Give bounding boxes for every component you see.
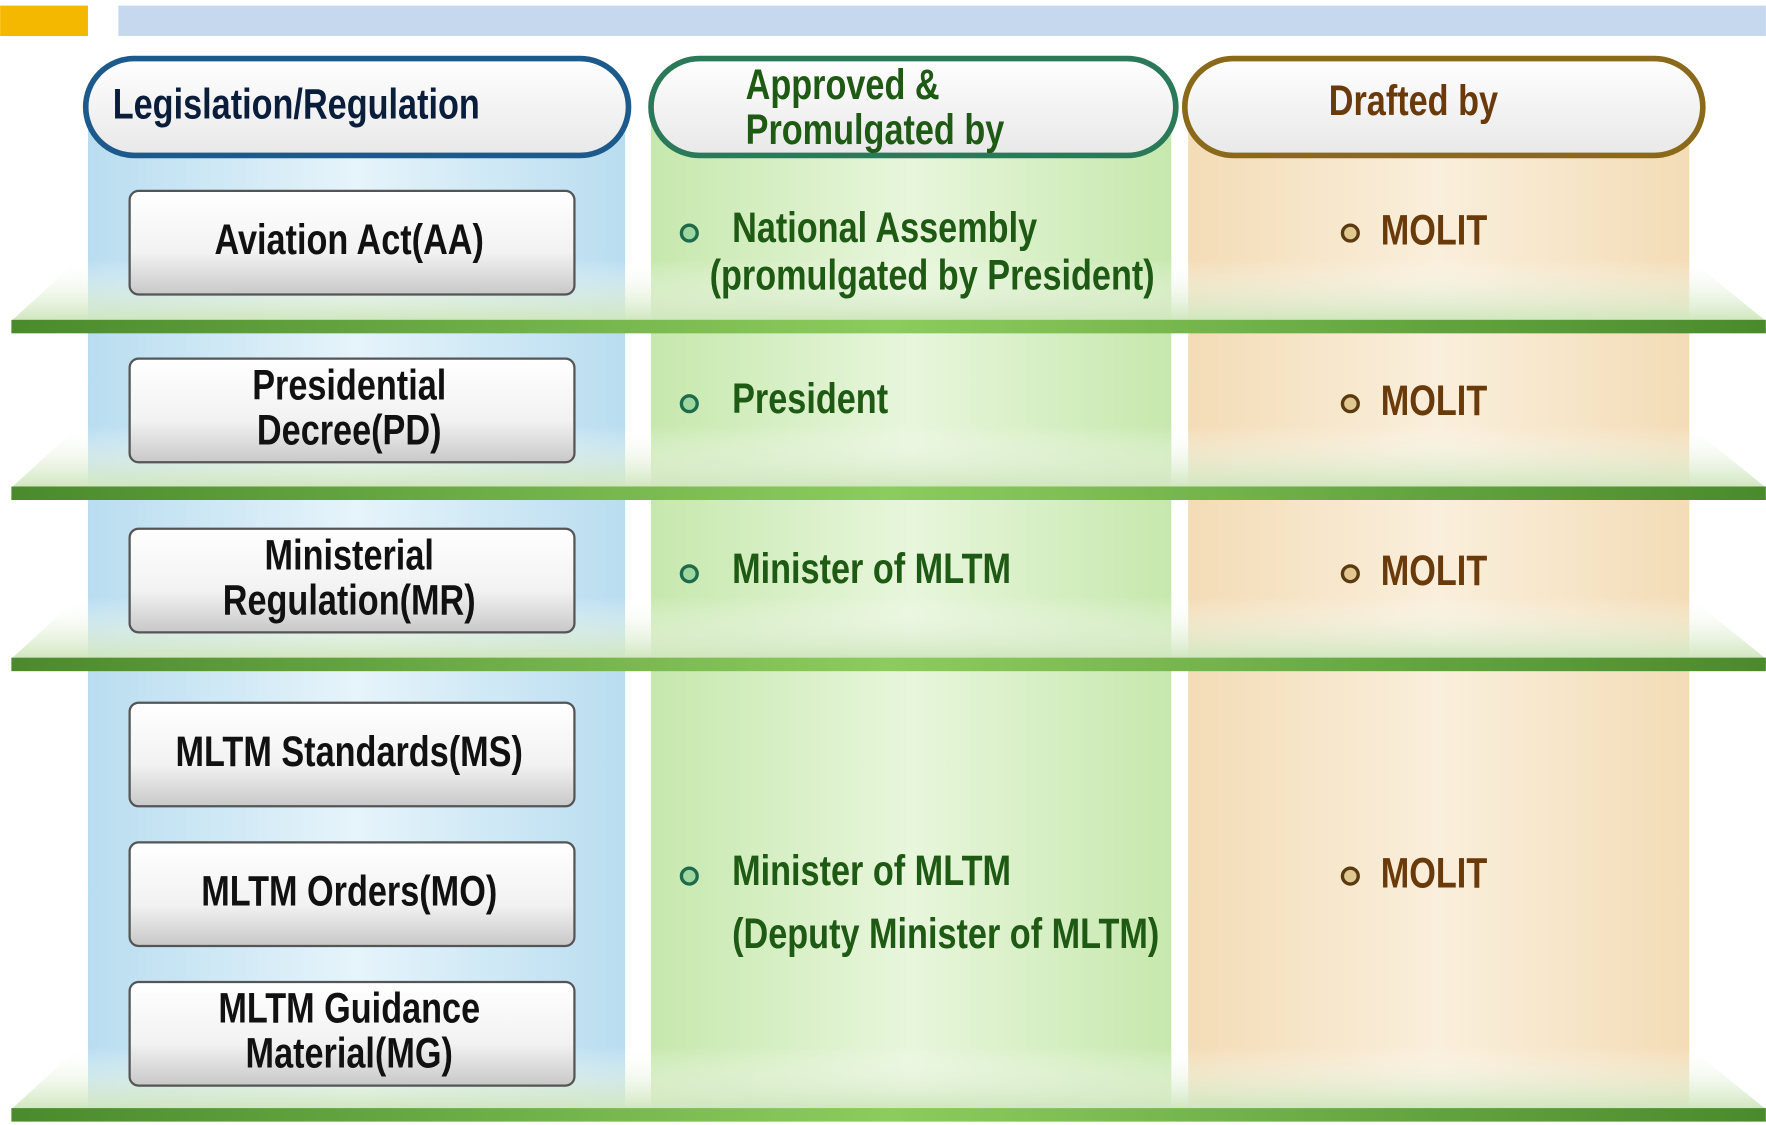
item-text: Ministerial — [265, 532, 434, 579]
bullet — [1340, 223, 1360, 243]
bullet — [679, 223, 699, 243]
approved-text: National Assembly — [732, 205, 1037, 252]
item-box — [128, 980, 576, 1087]
header-pill — [648, 55, 1179, 159]
item-box — [128, 701, 576, 808]
item-text: MLTM Orders(MO) — [201, 868, 497, 915]
shelf-bar — [11, 657, 1766, 672]
accent-bar — [0, 5, 88, 37]
item-box — [128, 527, 576, 634]
drafted-text: MOLIT — [1381, 207, 1488, 254]
item-box — [128, 189, 576, 296]
top-bar — [118, 5, 1766, 37]
approved-text: (Deputy Minister of MLTM) — [732, 911, 1159, 958]
item-text: Decree(PD) — [257, 407, 442, 454]
item-box — [128, 357, 576, 464]
approved-text: Minister of MLTM — [732, 848, 1011, 895]
item-box — [128, 841, 576, 948]
shelf-bar — [11, 319, 1766, 334]
header-text: Drafted by — [1329, 77, 1499, 124]
item-text: Regulation(MR) — [223, 577, 476, 624]
drafted-text: MOLIT — [1381, 548, 1488, 595]
drafted-text: MOLIT — [1381, 850, 1488, 897]
item-text: Aviation Act(AA) — [215, 216, 484, 263]
header-pill — [1181, 55, 1706, 159]
bullet — [1340, 564, 1360, 584]
approved-text: Minister of MLTM — [732, 545, 1011, 592]
approved-text: (promulgated by President) — [710, 252, 1155, 299]
header-text: Legislation/Regulation — [113, 81, 480, 128]
drafted-text: MOLIT — [1381, 377, 1488, 424]
bullet — [1340, 394, 1360, 414]
bullet — [1340, 866, 1360, 886]
shelf-bar — [11, 486, 1766, 500]
header-text: Approved & — [746, 62, 940, 109]
item-text: Presidential — [252, 362, 446, 409]
header-text: Promulgated by — [746, 107, 1005, 154]
bullet — [679, 394, 699, 414]
item-text: MLTM Guidance — [218, 985, 480, 1032]
shelf-bar — [11, 1108, 1766, 1122]
bullet — [679, 564, 699, 584]
item-text: Material(MG) — [246, 1030, 453, 1077]
item-text: MLTM Standards(MS) — [176, 728, 523, 775]
approved-text: President — [732, 375, 888, 422]
header-pill — [82, 55, 632, 159]
bullet — [679, 866, 699, 886]
